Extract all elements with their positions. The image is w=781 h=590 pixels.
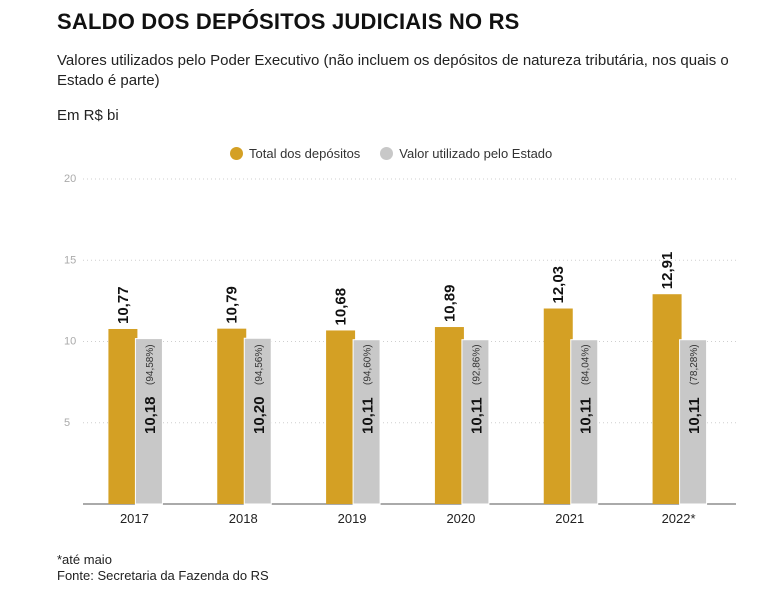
percent-label: (94,60%) [363, 344, 374, 385]
chart-title: SALDO DOS DEPÓSITOS JUDICIAIS NO RS [57, 9, 520, 34]
footnote-note: *até maio [57, 552, 112, 567]
x-tick-label: 2020 [446, 511, 475, 526]
percent-label: (94,56%) [254, 344, 265, 385]
chart-subtitle: Valores utilizados pelo Poder Executivo … [57, 52, 729, 89]
data-label-total: 10,77 [115, 286, 132, 324]
x-tick-label: 2022* [662, 511, 696, 526]
y-tick-label: 10 [64, 336, 76, 348]
legend-item-utilizado: Valor utilizado pelo Estado [380, 146, 552, 161]
bar-utilizado [134, 338, 163, 505]
data-label-total: 12,91 [659, 252, 676, 290]
legend-label-utilizado: Valor utilizado pelo Estado [399, 146, 553, 161]
data-label-total: 10,89 [441, 284, 458, 322]
data-label-utilizado: 10,11 [577, 397, 594, 434]
x-tick-label: 2019 [338, 511, 367, 526]
chart-legend: Total dos depósitos Valor utilizado pelo… [230, 146, 552, 161]
unit-label: Em R$ bi [57, 107, 119, 124]
data-label-total: 10,79 [224, 286, 241, 324]
data-label-utilizado: 10,11 [468, 397, 485, 434]
bar-utilizado [461, 339, 490, 505]
x-tick-label: 2017 [120, 511, 149, 526]
y-tick-label: 15 [64, 254, 76, 266]
footnote: *até maio Fonte: Secretaria da Fazenda d… [57, 552, 269, 584]
bar-total [434, 327, 464, 504]
bar-utilizado [679, 339, 708, 505]
data-label-utilizado: 10,20 [251, 396, 268, 434]
bar-total [652, 294, 682, 504]
data-label-utilizado: 10,18 [142, 396, 159, 434]
bar-utilizado [352, 339, 381, 505]
percent-label: (94,58%) [145, 344, 156, 385]
legend-swatch-utilizado [380, 147, 394, 160]
legend-swatch-total [230, 147, 243, 160]
data-label-utilizado: 10,11 [686, 397, 703, 434]
percent-label: (84,04%) [580, 344, 591, 385]
data-label-total: 12,03 [550, 266, 567, 304]
bar-total [108, 328, 138, 504]
legend-item-total: Total dos depósitos [230, 146, 360, 161]
footnote-source: Fonte: Secretaria da Fazenda do RS [57, 568, 269, 583]
percent-label: (92,86%) [471, 344, 482, 385]
x-tick-label: 2021 [555, 511, 584, 526]
y-tick-label: 5 [64, 417, 70, 429]
bar-total [326, 330, 356, 504]
percent-label: (78,28%) [689, 344, 700, 385]
x-tick-label: 2018 [229, 511, 258, 526]
legend-label-total: Total dos depósitos [249, 146, 361, 161]
bar-total [217, 328, 247, 504]
bar-utilizado [243, 337, 272, 505]
bar-chart: 5 10 15 20 10,77 10,18 (94,58%) 2017 10,79 10,20 (… [64, 173, 736, 526]
data-label-total: 10,68 [333, 288, 350, 326]
y-tick-label: 20 [64, 173, 76, 185]
bar-total [543, 308, 573, 504]
bar-utilizado [570, 339, 599, 505]
data-label-utilizado: 10,11 [360, 397, 377, 434]
